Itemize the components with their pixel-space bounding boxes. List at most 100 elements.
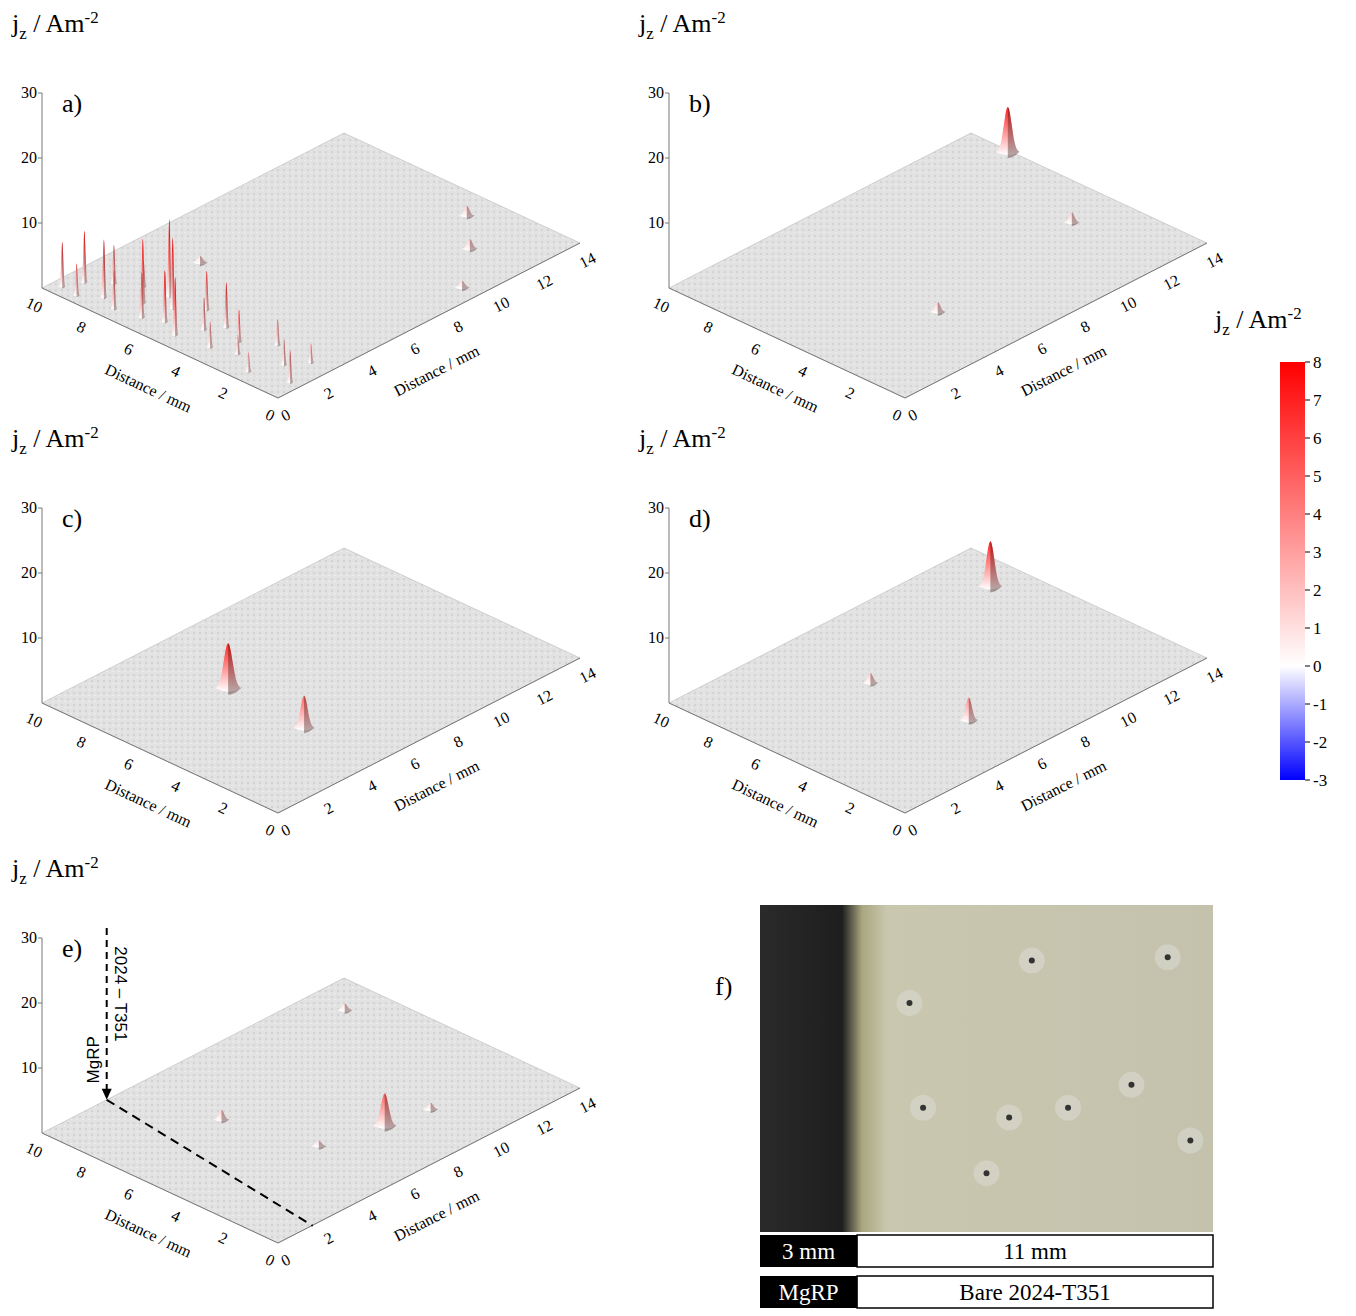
svg-text:8: 8 [701,318,715,337]
svg-text:8: 8 [701,733,715,752]
svg-text:4: 4 [364,361,379,380]
svg-text:Distance / mm: Distance / mm [1018,757,1109,815]
svg-text:0: 0 [905,406,920,425]
svg-text:0: 0 [263,821,277,840]
svg-text:Bare 2024-T351: Bare 2024-T351 [959,1280,1110,1305]
svg-text:14: 14 [577,249,599,271]
svg-text:8: 8 [74,733,88,752]
svg-text:14: 14 [1204,664,1226,686]
svg-text:4: 4 [796,362,810,381]
svg-text:20: 20 [21,149,37,166]
svg-text:10: 10 [1117,708,1139,730]
svg-text:-1: -1 [1313,695,1327,714]
svg-text:f): f) [715,972,732,1001]
svg-text:6: 6 [1035,339,1050,358]
svg-text:-2: -2 [1313,733,1327,752]
svg-text:b): b) [689,89,711,118]
svg-text:14: 14 [1204,249,1226,271]
svg-text:2: 2 [948,384,963,403]
svg-text:c): c) [62,504,82,533]
svg-text:d): d) [689,504,711,533]
svg-text:6: 6 [749,340,763,359]
svg-text:0: 0 [890,406,904,425]
svg-text:1: 1 [1313,619,1322,638]
svg-text:14: 14 [577,664,599,686]
svg-text:2: 2 [216,384,230,403]
svg-text:12: 12 [533,1116,555,1138]
svg-text:0: 0 [890,821,904,840]
svg-text:Distance / mm: Distance / mm [391,1187,482,1245]
svg-text:jz / Am-2: jz / Am-2 [11,423,99,458]
svg-text:3: 3 [1313,543,1322,562]
svg-text:10: 10 [648,214,664,231]
svg-text:a): a) [62,89,82,118]
svg-text:4: 4 [364,776,379,795]
svg-text:10: 10 [650,294,672,316]
svg-text:10: 10 [21,214,37,231]
svg-text:8: 8 [451,732,466,751]
svg-text:6: 6 [408,1184,423,1203]
svg-text:12: 12 [533,271,555,293]
svg-text:MgRP: MgRP [778,1280,838,1305]
svg-text:MgRP: MgRP [84,1036,103,1083]
svg-text:0: 0 [905,821,920,840]
svg-text:0: 0 [263,1251,277,1270]
svg-text:jz / Am-2: jz / Am-2 [638,8,726,43]
svg-text:10: 10 [490,1138,512,1160]
svg-text:e): e) [62,934,82,963]
svg-text:3 mm: 3 mm [782,1239,835,1264]
svg-text:2024 – T351: 2024 – T351 [111,946,130,1041]
svg-text:jz / Am-2: jz / Am-2 [11,8,99,43]
svg-text:6: 6 [408,339,423,358]
svg-text:10: 10 [21,629,37,646]
svg-text:10: 10 [650,709,672,731]
svg-text:5: 5 [1313,467,1322,486]
svg-text:6: 6 [122,340,136,359]
svg-text:4: 4 [169,362,183,381]
svg-text:6: 6 [408,754,423,773]
svg-text:20: 20 [21,564,37,581]
svg-text:10: 10 [648,629,664,646]
svg-text:4: 4 [169,1207,183,1226]
svg-text:2: 2 [1313,581,1322,600]
svg-text:8: 8 [1078,732,1093,751]
svg-text:6: 6 [1035,754,1050,773]
svg-text:10: 10 [23,1139,45,1161]
svg-text:10: 10 [23,294,45,316]
svg-text:12: 12 [1160,686,1182,708]
svg-text:Distance / mm: Distance / mm [729,776,821,831]
svg-text:0: 0 [278,821,293,840]
svg-text:Distance / mm: Distance / mm [1018,342,1109,400]
svg-text:jz / Am-2: jz / Am-2 [11,853,99,888]
svg-text:Distance / mm: Distance / mm [102,1206,194,1261]
svg-text:2: 2 [216,799,230,818]
svg-text:10: 10 [490,708,512,730]
svg-text:8: 8 [74,1163,88,1182]
svg-text:0: 0 [278,406,293,425]
svg-text:-3: -3 [1313,771,1327,790]
svg-text:0: 0 [263,406,277,425]
svg-text:8: 8 [74,318,88,337]
svg-text:8: 8 [451,317,466,336]
svg-text:10: 10 [23,709,45,731]
svg-text:Distance / mm: Distance / mm [102,776,194,831]
svg-text:10: 10 [490,293,512,315]
svg-text:6: 6 [749,755,763,774]
svg-text:12: 12 [533,686,555,708]
svg-text:6: 6 [1313,429,1322,448]
svg-text:jz / Am-2: jz / Am-2 [1214,304,1302,339]
svg-text:20: 20 [648,564,664,581]
svg-text:jz / Am-2: jz / Am-2 [638,423,726,458]
svg-text:6: 6 [122,755,136,774]
svg-text:Distance / mm: Distance / mm [102,361,194,416]
svg-text:30: 30 [648,499,664,516]
svg-text:12: 12 [1160,271,1182,293]
svg-text:30: 30 [21,84,37,101]
svg-text:20: 20 [21,994,37,1011]
svg-text:8: 8 [1313,353,1322,372]
svg-text:2: 2 [843,799,857,818]
svg-text:2: 2 [948,799,963,818]
svg-text:2: 2 [321,1229,336,1248]
svg-text:4: 4 [1313,505,1322,524]
svg-text:0: 0 [1313,657,1322,676]
